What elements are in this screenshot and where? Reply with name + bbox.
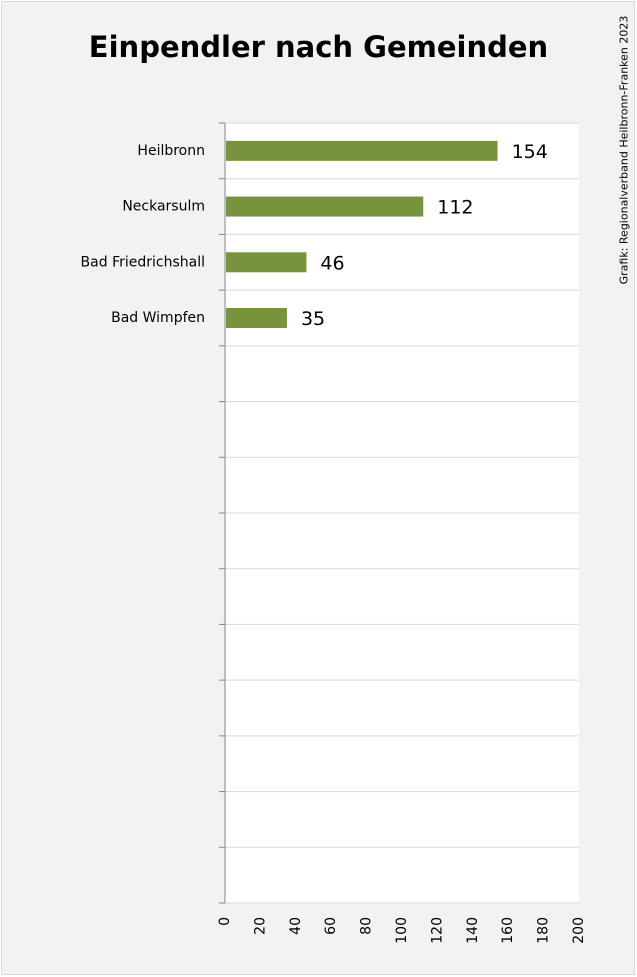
x-tick-label: 180 [536, 917, 552, 944]
x-tick-label: 120 [429, 917, 445, 944]
category-label: Bad Wimpfen [111, 310, 205, 326]
category-label: Heilbronn [137, 143, 205, 159]
x-tick-label: 20 [252, 917, 268, 935]
x-tick-label: 140 [465, 917, 481, 944]
x-tick-label: 80 [359, 917, 375, 935]
bar-heilbronn [226, 140, 498, 161]
value-label: 154 [512, 141, 548, 163]
bar-bad-wimpfen [226, 308, 287, 328]
x-tick-label: 200 [571, 917, 587, 944]
value-label: 35 [301, 308, 325, 330]
value-label: 46 [320, 252, 344, 274]
x-tick-label: 60 [323, 917, 339, 935]
x-tick-label: 0 [217, 917, 233, 926]
value-label: 112 [437, 197, 473, 219]
x-tick-label: 100 [394, 917, 410, 944]
chart-title: Einpendler nach Gemeinden [88, 30, 549, 64]
bar-neckarsulm [226, 196, 424, 217]
x-tick-label: 40 [288, 917, 304, 935]
category-label: Bad Friedrichshall [81, 254, 205, 270]
x-tick-label: 160 [500, 917, 516, 944]
bar-bad-friedrichshall [226, 252, 307, 273]
category-label: Neckarsulm [122, 199, 205, 215]
